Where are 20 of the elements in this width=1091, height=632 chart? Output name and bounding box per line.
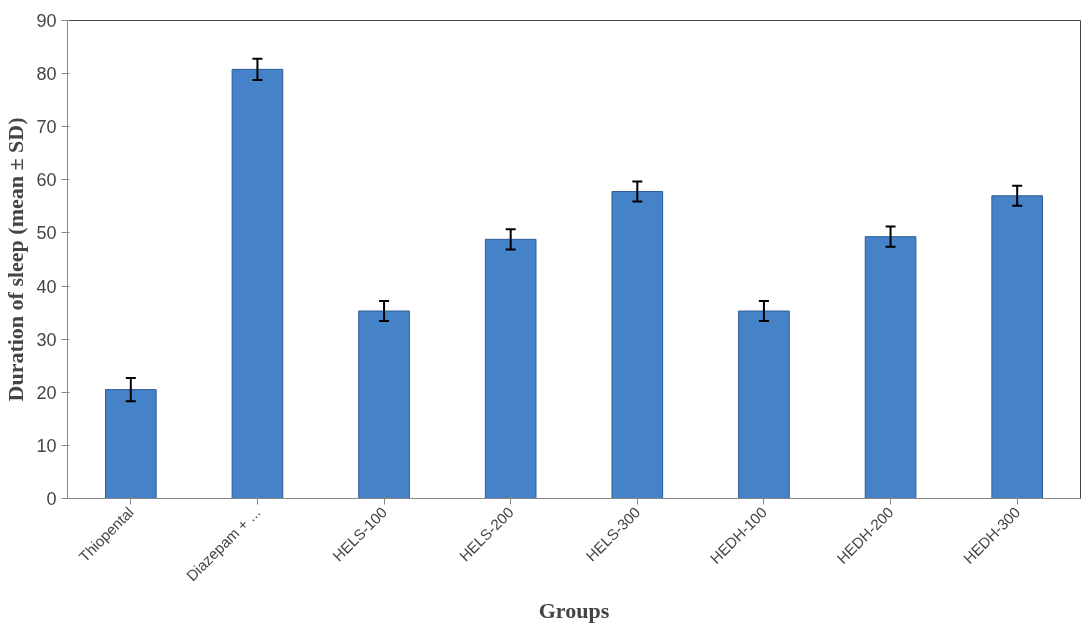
y-axis-title: Duration of sleep (mean ± SD) (3, 117, 29, 402)
y-tick-label: 90 (36, 11, 57, 31)
y-tick-label: 20 (36, 382, 57, 403)
y-tick-label: 80 (36, 64, 57, 85)
y-tick-label: 50 (36, 223, 57, 244)
y-tick-label: 0 (46, 489, 57, 509)
bar (864, 236, 917, 499)
bar (738, 310, 790, 499)
y-tick-label: 10 (36, 435, 57, 456)
y-tick-label: 30 (36, 329, 57, 350)
bar (484, 238, 537, 499)
bar (104, 389, 157, 499)
bar (358, 310, 410, 499)
bar (231, 68, 284, 499)
y-tick-label: 40 (36, 276, 57, 297)
y-tick-label: 70 (36, 117, 57, 138)
bar (611, 191, 664, 499)
y-tick-label: 60 (36, 170, 57, 191)
x-axis-title: Groups (538, 598, 610, 624)
bar (991, 195, 1044, 499)
